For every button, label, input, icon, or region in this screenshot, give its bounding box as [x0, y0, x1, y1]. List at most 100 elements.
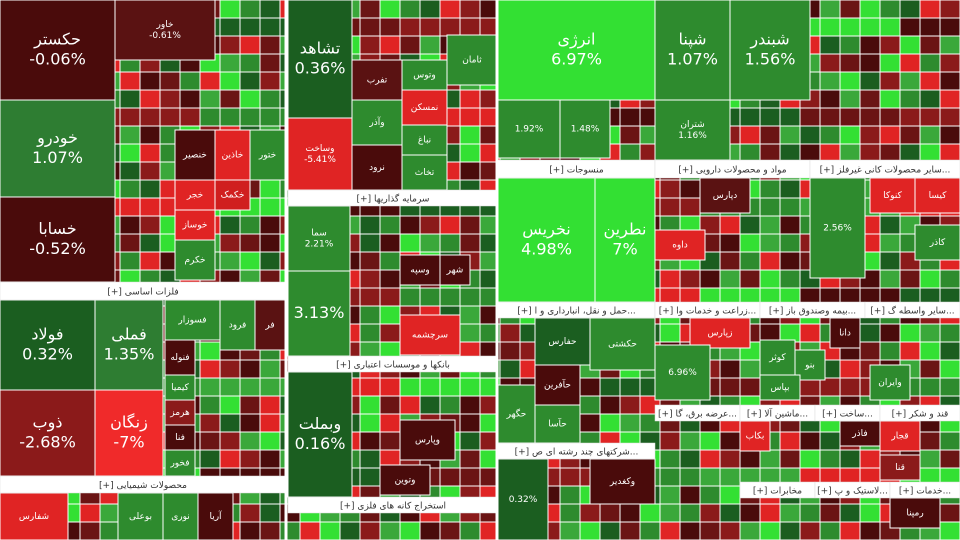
stock-tile	[401, 154, 448, 191]
stock-label: حگهر	[506, 408, 527, 420]
stock-tile	[919, 35, 941, 55]
stock-tile	[419, 377, 441, 397]
sector-title[interactable]: [+] بانکها و موسسات اعتباری	[336, 361, 450, 371]
stock-tile	[639, 503, 661, 523]
sector-title[interactable]: [+] ماشین آلا...	[747, 408, 808, 420]
stock-tile	[439, 215, 461, 235]
stock-tile	[119, 197, 141, 217]
stock-tile	[259, 233, 281, 253]
stock-tile	[534, 364, 581, 406]
stock-tile	[359, 233, 381, 253]
sector-title[interactable]: [+] استخراج کانه های فلزی	[340, 502, 446, 512]
stock-tile	[359, 305, 381, 325]
stock-label: حآفرین	[544, 379, 571, 391]
stock-tile	[899, 341, 921, 361]
sector-title[interactable]: [+] مخابرات	[753, 487, 802, 497]
stock-label: خاذین	[222, 151, 244, 161]
stock-tile	[739, 107, 761, 127]
stock-tile	[719, 467, 741, 487]
stock-tile	[139, 251, 161, 271]
stock-tile	[879, 251, 901, 271]
stock-tile	[919, 377, 941, 397]
stock-change: 6.96%	[668, 368, 697, 378]
stock-tile	[939, 0, 960, 19]
stock-tile	[679, 503, 701, 523]
stock-tile	[399, 521, 421, 540]
stock-tile	[219, 233, 241, 253]
stock-tile	[174, 209, 216, 241]
stock-tile	[499, 359, 521, 379]
stock-tile	[839, 359, 861, 379]
stock-label: هرمز	[169, 408, 190, 418]
stock-tile	[174, 179, 216, 211]
stock-tile	[497, 458, 549, 540]
stock-label: تفرب	[367, 76, 388, 86]
sector-title[interactable]: [+] مواد و محصولات دارویی	[678, 166, 786, 176]
stock-tile	[879, 71, 901, 91]
stock-tile	[249, 129, 286, 181]
sector-title[interactable]: [+] سرمایه گذاریها	[357, 193, 430, 205]
sector-title[interactable]: [+] منسوجات	[549, 166, 604, 176]
stock-tile	[159, 89, 181, 109]
stock-tile	[739, 125, 761, 145]
stock-tile	[739, 233, 761, 253]
sector-title[interactable]: [+] فلزات اساسی	[107, 288, 178, 298]
stock-tile	[919, 125, 941, 145]
sector-title[interactable]: [+] بیمه وصندوق باز...	[769, 307, 856, 317]
stock-tile	[259, 17, 281, 37]
stock-tile	[259, 395, 281, 415]
stock-tile	[359, 0, 381, 19]
stock-tile	[139, 89, 161, 109]
sector-title[interactable]: [+] سایر محصولات کانی غیرفلز...	[820, 166, 951, 176]
stock-tile	[659, 503, 681, 523]
stock-tile	[351, 99, 403, 146]
stock-tile	[739, 143, 761, 163]
sector-title[interactable]: [+] محصولات شیمیایی	[99, 481, 187, 491]
sector-title[interactable]: [+] لاستیک و پ...	[817, 487, 888, 497]
stock-tile	[799, 125, 821, 145]
sector-title[interactable]: [+] خدمات...	[899, 487, 951, 497]
stock-tile	[219, 413, 241, 433]
stock-tile	[459, 0, 481, 19]
stock-tile	[859, 35, 881, 55]
stock-tile	[359, 377, 381, 397]
stock-tile	[239, 449, 261, 469]
stock-tile	[139, 143, 161, 163]
stock-tile	[379, 215, 401, 235]
stock-tile	[619, 503, 641, 523]
stock-tile	[879, 107, 901, 127]
stock-tile	[859, 341, 881, 361]
sector-title[interactable]: [+] زراعت و خدمات وا...	[659, 307, 757, 317]
stock-tile	[379, 323, 401, 343]
sector-header	[879, 404, 960, 422]
stock-tile	[899, 269, 921, 289]
stock-tile	[219, 107, 241, 127]
stock-tile	[939, 89, 960, 109]
stock-tile	[119, 125, 141, 145]
sector-title[interactable]: [+] ساخت...	[822, 410, 873, 420]
sector-title[interactable]: [+] حمل و نقل، انبارداری و ا...	[517, 307, 636, 317]
stock-tile	[899, 125, 921, 145]
stock-tile	[239, 35, 261, 55]
stock-tile	[139, 215, 161, 235]
stock-tile	[559, 467, 581, 487]
stock-tile	[859, 107, 881, 127]
sector-title[interactable]: [+] سایر واسطه گ...	[870, 305, 954, 317]
stock-tile	[579, 395, 601, 415]
stock-tile	[359, 521, 381, 540]
stock-tile	[939, 449, 960, 469]
sector-title[interactable]: [+] قند و شکر	[892, 410, 949, 420]
stock-label: کنوکا	[883, 191, 902, 201]
stock-label: شتران	[680, 120, 704, 130]
stock-label: نخریس	[522, 220, 570, 240]
sector-title[interactable]: [+] شرکتهای چند رشته ای ص...	[515, 448, 639, 458]
stock-tile	[819, 449, 841, 469]
stock-label: فملی	[111, 325, 147, 344]
stock-tile	[779, 269, 801, 289]
stock-tile	[219, 0, 241, 19]
sector-title[interactable]: [+] عرضه برق، گا...	[658, 408, 737, 420]
stock-label: سما	[311, 228, 327, 238]
stock-tile	[139, 161, 161, 181]
stock-tile	[94, 299, 164, 391]
stock-tile	[659, 485, 681, 505]
